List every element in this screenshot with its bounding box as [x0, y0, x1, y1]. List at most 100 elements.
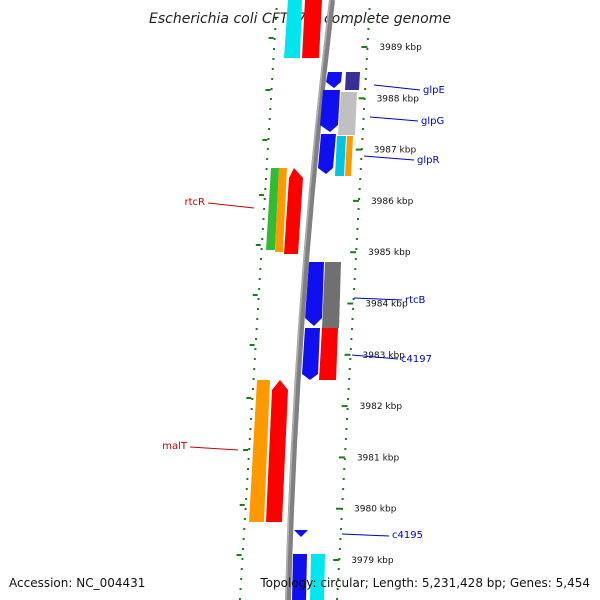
frame-dot: [261, 228, 264, 230]
frame-dot: [347, 398, 350, 400]
frame-dot: [246, 478, 249, 480]
frame-dot: [258, 278, 261, 280]
frame-dot: [258, 288, 261, 290]
frame-dot: [368, 18, 371, 20]
frame-dot: [253, 358, 256, 360]
gene-label-c4195[interactable]: c4195: [392, 530, 423, 541]
feature-glpG: [320, 90, 357, 135]
frame-dot: [365, 58, 368, 60]
frame-dot: [366, 38, 369, 40]
frame-dot: [243, 518, 246, 520]
frame-dot: [350, 328, 353, 330]
gene-label-c4197[interactable]: c4197: [401, 354, 432, 365]
gene-label-glpr[interactable]: glpR: [417, 155, 439, 166]
frame-dot: [245, 488, 248, 490]
frame-dots: [236, 8, 371, 600]
frame-dot: [242, 548, 245, 550]
frame-dot: [361, 128, 364, 130]
gene-arrow: [302, 0, 322, 58]
gene-label-leader: [363, 155, 415, 161]
frame-dot: [351, 318, 354, 320]
gene-label-leader: [341, 533, 390, 537]
frame-dot: [275, 8, 278, 10]
scale-tick-label: 3984 kbp: [365, 300, 408, 310]
frame-dot: [357, 218, 360, 220]
gene-label-leader: [353, 297, 403, 301]
frame-dot: [273, 38, 276, 40]
gene-arrow: [292, 554, 307, 600]
scale-tick-label: 3981 kbp: [357, 453, 400, 463]
frame-dot: [360, 148, 363, 150]
frame-dot: [250, 418, 253, 420]
frame-dot: [344, 438, 347, 440]
frame-dot: [337, 578, 340, 580]
frame-dot: [248, 438, 251, 440]
frame-dot: [251, 388, 254, 390]
gene-label-leader: [373, 84, 421, 91]
frame-dot: [349, 348, 352, 350]
frame-dot: [343, 458, 346, 460]
gene-label-malt[interactable]: malT: [162, 441, 188, 452]
gene-label-glpe[interactable]: glpE: [423, 85, 445, 96]
frame-dot: [238, 598, 241, 600]
frame-dot: [241, 558, 244, 560]
gene-label-rtcr[interactable]: rtcR: [185, 197, 206, 208]
feature-bottom: [292, 554, 325, 600]
feature-c4197: [302, 328, 338, 380]
frame-dot: [359, 178, 362, 180]
frame-dot: [368, 8, 371, 10]
gene-arrow: [284, 168, 303, 254]
frame-dot: [360, 158, 363, 160]
frame-dot: [244, 508, 247, 510]
frame-dot: [352, 298, 355, 300]
frame-dot: [260, 248, 263, 250]
frame-dot: [271, 68, 274, 70]
frame-dot: [346, 418, 349, 420]
gene-arrow: [345, 136, 353, 176]
frame-dot: [352, 308, 355, 310]
frame-dot: [354, 268, 357, 270]
frame-dot: [336, 588, 339, 590]
frame-dot: [341, 508, 344, 510]
frame-dot: [345, 428, 348, 430]
frame-dot: [364, 88, 367, 90]
gene-labels: glpE glpG glpR rtcR rtcB c4197 malT c4195: [162, 84, 445, 541]
frame-dot: [247, 458, 250, 460]
feature-c4195: [294, 530, 308, 537]
frame-dot: [257, 298, 260, 300]
gene-label-leader: [189, 446, 239, 451]
frame-dot: [268, 118, 271, 120]
frame-dot: [260, 258, 263, 260]
frame-dot: [347, 388, 350, 390]
frame-dot: [266, 158, 269, 160]
genome-backbone-highlight: [285, 0, 331, 600]
frame-dot: [250, 408, 253, 410]
gene-arrow: [326, 72, 342, 88]
frame-dot: [274, 28, 277, 30]
frame-dot: [365, 68, 368, 70]
frame-dot: [261, 238, 264, 240]
genome-backbone: [285, 0, 335, 600]
frame-dot: [253, 368, 256, 370]
frame-dot: [363, 98, 366, 100]
frame-dot: [263, 208, 266, 210]
frame-dot: [349, 358, 352, 360]
gene-label-rtcb[interactable]: rtcB: [405, 295, 426, 306]
frame-dot: [248, 448, 251, 450]
frame-dot: [342, 488, 345, 490]
feature-malT: [249, 380, 288, 522]
frame-dot: [243, 528, 246, 530]
frame-dot: [242, 538, 245, 540]
frame-dot: [255, 328, 258, 330]
frame-dot: [246, 468, 249, 470]
frame-dot: [348, 368, 351, 370]
frame-dot: [343, 468, 346, 470]
gene-label-glpg[interactable]: glpG: [421, 116, 444, 127]
frame-dot: [344, 448, 347, 450]
frame-dot: [263, 198, 266, 200]
scale-tick-label: 3987 kbp: [374, 146, 417, 156]
scale-tick-label: 3982 kbp: [360, 402, 403, 412]
scale-tick-label: 3985 kbp: [368, 248, 411, 258]
frame-dot: [271, 78, 274, 80]
frame-dot: [240, 568, 243, 570]
